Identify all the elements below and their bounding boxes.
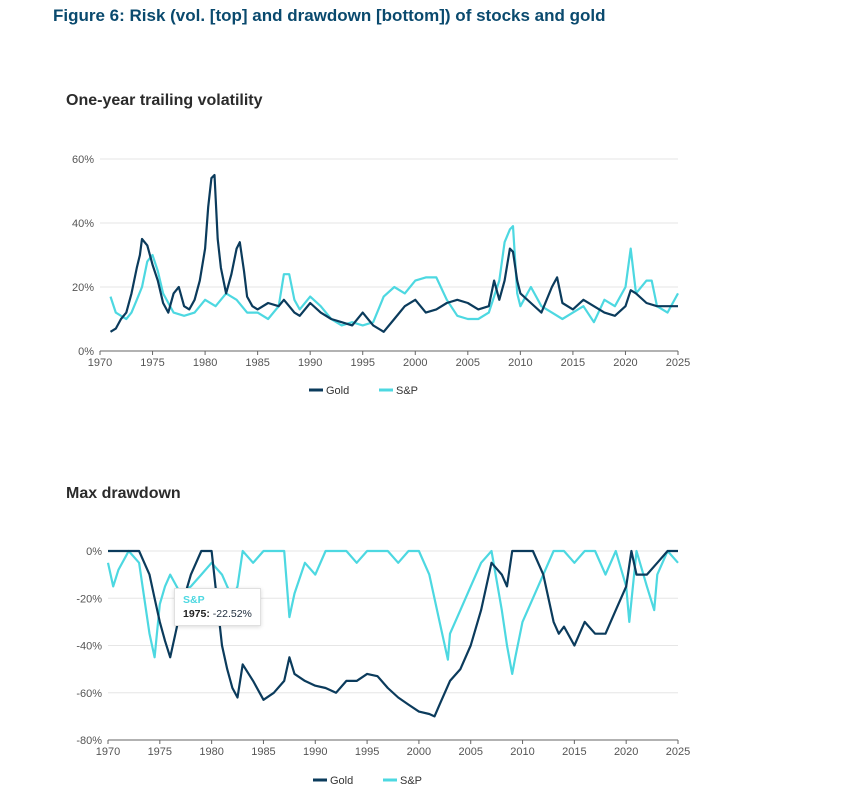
tooltip-year: 1975:: [183, 608, 210, 620]
y-tick-label: -20%: [76, 593, 102, 605]
chart-tooltip: S&P 1975: -22.52%: [174, 588, 261, 626]
legend-label: Gold: [326, 385, 349, 397]
x-tick-label: 1980: [199, 746, 223, 758]
x-tick-label: 2020: [614, 746, 638, 758]
sp-series-line: [109, 225, 679, 327]
drawdown-chart-title: Max drawdown: [66, 485, 181, 502]
legend-label: S&P: [396, 385, 418, 397]
legend-label: S&P: [400, 775, 422, 787]
y-tick-label: 20%: [72, 282, 94, 294]
volatility-chart-title: One-year trailing volatility: [66, 92, 263, 109]
y-tick-label: -40%: [76, 641, 102, 653]
figure-title: Figure 6: Risk (vol. [top] and drawdown …: [53, 6, 606, 25]
x-tick-label: 2005: [458, 746, 482, 758]
x-tick-label: 1975: [148, 746, 172, 758]
x-tick-label: 1995: [355, 746, 379, 758]
y-tick-label: 40%: [72, 218, 94, 230]
y-tick-label: 60%: [72, 154, 94, 166]
gold-series-line: [108, 549, 678, 718]
x-tick-label: 2005: [456, 357, 480, 369]
x-tick-label: 1985: [251, 746, 275, 758]
x-tick-label: 2025: [666, 357, 690, 369]
x-tick-label: 1970: [96, 746, 120, 758]
x-tick-label: 1970: [88, 357, 112, 369]
x-tick-label: 2000: [403, 357, 427, 369]
y-tick-label: -60%: [76, 688, 102, 700]
tooltip-value: -22.52%: [212, 608, 252, 620]
x-tick-label: 2015: [562, 746, 586, 758]
y-tick-label: -80%: [76, 735, 102, 747]
x-tick-label: 1990: [303, 746, 327, 758]
y-tick-label: 0%: [78, 346, 94, 358]
x-tick-label: 2020: [613, 357, 637, 369]
x-tick-label: 1975: [140, 357, 164, 369]
x-tick-label: 2010: [510, 746, 534, 758]
x-tick-label: 1985: [245, 357, 269, 369]
legend-label: Gold: [330, 775, 353, 787]
x-tick-label: 2015: [561, 357, 585, 369]
x-tick-label: 2025: [666, 746, 690, 758]
tooltip-series: S&P: [183, 594, 205, 606]
x-tick-label: 2010: [508, 357, 532, 369]
x-tick-label: 2000: [407, 746, 431, 758]
x-tick-label: 1995: [350, 357, 374, 369]
y-tick-label: 0%: [86, 546, 102, 558]
x-tick-label: 1990: [298, 357, 322, 369]
gold-series-line: [109, 173, 678, 333]
x-tick-label: 1980: [193, 357, 217, 369]
